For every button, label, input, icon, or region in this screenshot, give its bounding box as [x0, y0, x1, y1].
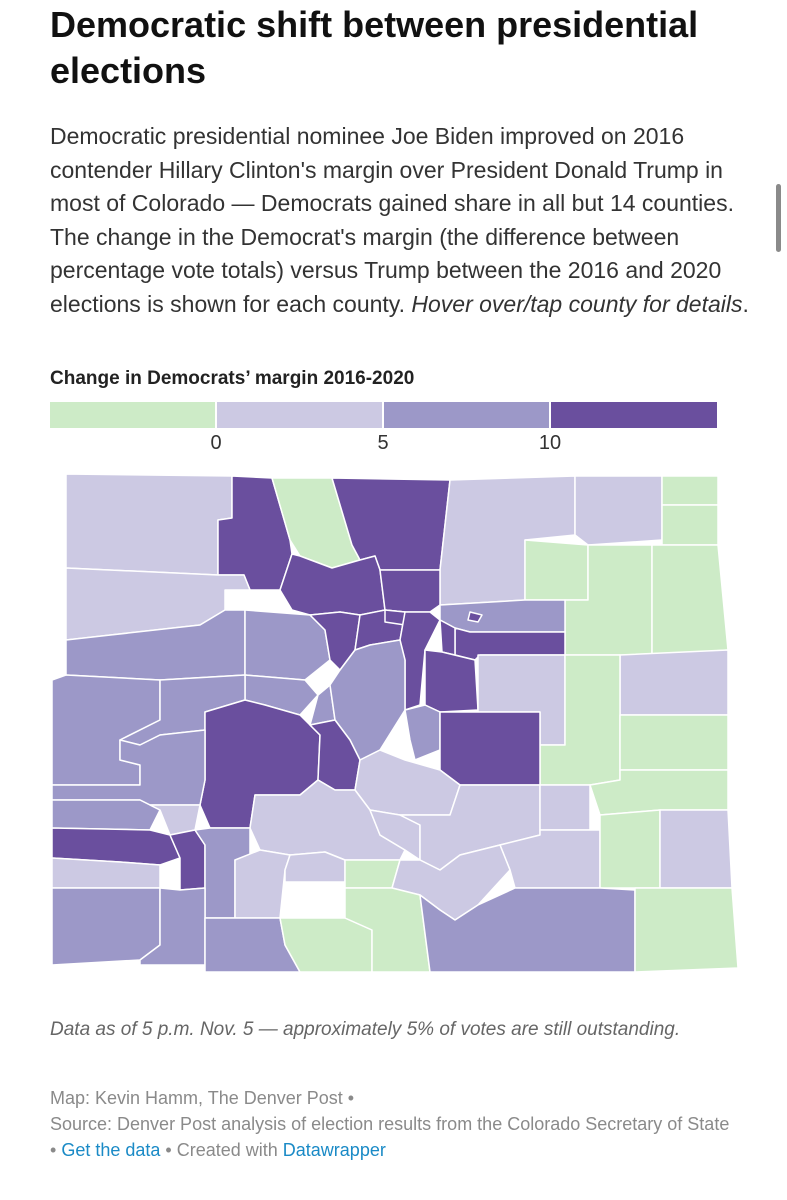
datawrapper-link[interactable]: Datawrapper	[282, 1140, 386, 1160]
county-crowley[interactable]	[539, 784, 591, 831]
county-sedgwick[interactable]	[661, 475, 719, 506]
legend-tick-10: 10	[538, 432, 562, 454]
legend-swatch-negative	[50, 402, 215, 428]
color-legend	[50, 402, 717, 428]
county-morgan[interactable]	[524, 539, 589, 601]
credit-map: Map: Kevin Hamm, The Denver Post	[50, 1088, 343, 1108]
county-las-animas[interactable]	[419, 887, 636, 973]
county-prowers[interactable]	[659, 809, 733, 889]
county-gilpin[interactable]	[384, 609, 406, 626]
map-title: Democratic shift between presidential el…	[50, 4, 699, 91]
legend-title: Change in Democrats’ margin 2016-2020	[50, 368, 415, 389]
county-kit-carson[interactable]	[619, 649, 729, 716]
credit-source: Source: Denver Post analysis of election…	[50, 1114, 730, 1134]
county-broomfield[interactable]	[467, 611, 483, 623]
county-cheyenne[interactable]	[619, 714, 729, 771]
county-el-paso[interactable]	[439, 711, 541, 786]
county-boulder[interactable]	[379, 569, 441, 613]
map-description: Democratic presidential nominee Joe Bide…	[50, 123, 749, 317]
legend-swatch-0-5	[217, 402, 382, 428]
credits: Map: Kevin Hamm, The Denver Post • Sourc…	[50, 1085, 740, 1163]
county-yuma[interactable]	[651, 544, 729, 656]
county-bent[interactable]	[599, 809, 661, 889]
legend-swatch-5-10	[384, 402, 549, 428]
legend-tick-0: 0	[210, 432, 222, 454]
get-the-data-link[interactable]: Get the data	[61, 1140, 161, 1160]
county-costilla[interactable]	[344, 887, 431, 973]
county-baca[interactable]	[634, 887, 739, 973]
county-la-plata[interactable]	[139, 887, 206, 966]
description-hint: Hover over/tap county for details	[411, 290, 743, 317]
county-san-miguel[interactable]	[51, 799, 161, 831]
county-phillips[interactable]	[661, 504, 719, 546]
county-moffat[interactable]	[65, 473, 233, 576]
county-la-plata-west[interactable]	[51, 887, 161, 966]
county-teller[interactable]	[404, 704, 441, 761]
data-note: Data as of 5 p.m. Nov. 5 — approximately…	[50, 1019, 681, 1040]
created-with-text: Created with	[176, 1140, 278, 1160]
county-mineral[interactable]	[234, 849, 291, 919]
scrollbar[interactable]	[776, 184, 781, 252]
county-alamosa[interactable]	[344, 859, 401, 889]
legend-swatch-over-10	[551, 402, 717, 428]
county-rio-grande[interactable]	[284, 851, 346, 883]
county-park[interactable]	[329, 639, 406, 761]
county-logan[interactable]	[574, 475, 663, 546]
description-text: Democratic presidential nominee Joe Bide…	[50, 123, 734, 317]
county-montezuma[interactable]	[51, 857, 161, 889]
county-adams[interactable]	[439, 599, 566, 633]
legend-tick-5: 5	[377, 432, 389, 454]
county-douglas[interactable]	[424, 649, 479, 713]
